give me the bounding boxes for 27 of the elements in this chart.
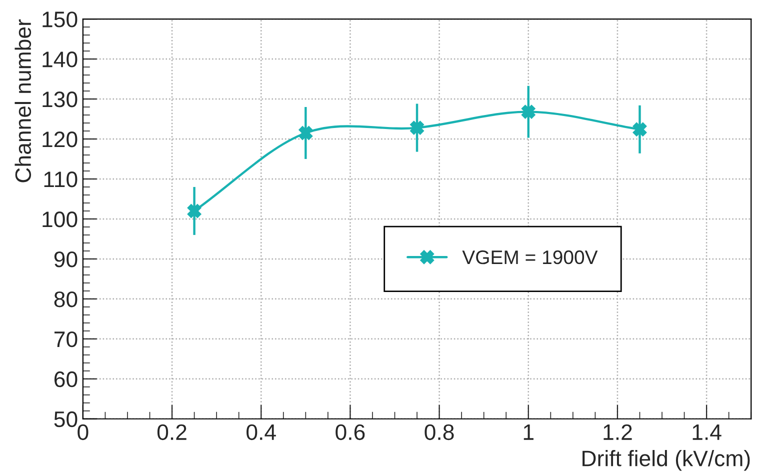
- point: [521, 104, 536, 119]
- x-tick-label: 0.8: [424, 424, 454, 440]
- y-tick-label: 50: [54, 411, 78, 428]
- x-tick-label: 0.6: [336, 424, 365, 440]
- point: [632, 122, 647, 136]
- x-axis-title: Drift field (kV/cm): [582, 450, 750, 471]
- y-tick-label: 60: [54, 371, 78, 388]
- x-tick-label: 0.4: [246, 424, 276, 440]
- y-tick-label: 120: [42, 132, 78, 148]
- x-tick-label: 0: [78, 424, 88, 440]
- point: [410, 120, 424, 135]
- y-tick-label: 130: [42, 92, 78, 108]
- y-tick-label: 90: [54, 251, 78, 268]
- point: [298, 126, 313, 140]
- x-tick-label: 1: [524, 424, 534, 440]
- x-tick-label: 1.4: [692, 424, 722, 440]
- legend-label: VGEM = 1900V: [462, 250, 598, 264]
- y-tick-label: 110: [44, 172, 78, 188]
- y-tick-label: 150: [42, 12, 78, 28]
- y-axis-title: Channel number: [14, 19, 32, 182]
- x-tick-label: 1.2: [604, 424, 632, 440]
- point: [187, 204, 202, 218]
- y-tick-label: 140: [42, 52, 78, 68]
- x-tick-label: 0.2: [157, 424, 186, 440]
- y-tick-label: 80: [54, 291, 78, 308]
- y-tick-label: 70: [54, 331, 78, 348]
- y-tick-label: 100: [42, 211, 78, 228]
